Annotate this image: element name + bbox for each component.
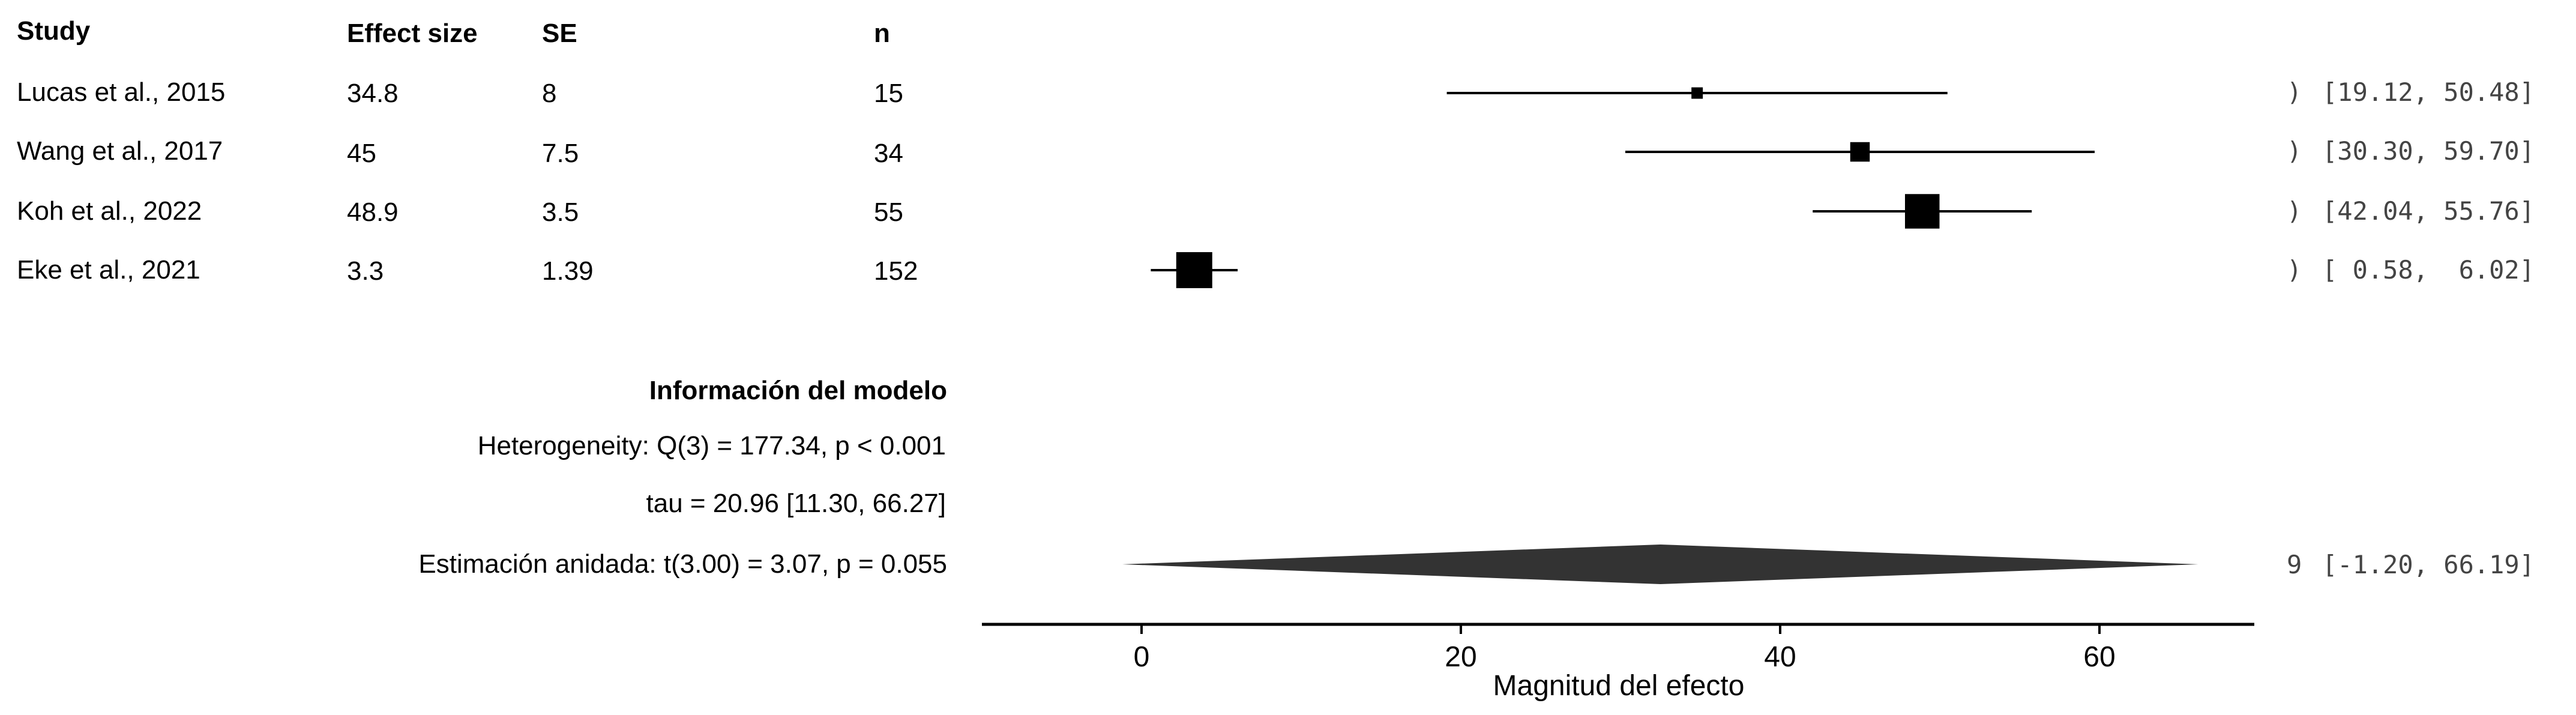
study-row-4: Eke et al., 2021 3.3 1.39 152: [17, 255, 918, 286]
plot-area: [1122, 87, 2198, 584]
pooled-estimate-label: Estimación anidada: t(3.00) = 3.07, p = …: [418, 549, 947, 579]
study-effect-size: 3.3: [347, 256, 384, 286]
study-n: 15: [874, 79, 903, 108]
study-name: Koh et al., 2022: [17, 196, 202, 226]
ci-text: [30.30, 59.70]: [2322, 136, 2535, 166]
pooled-prefix-fragment: 9: [2287, 550, 2302, 579]
study-name: Eke et al., 2021: [17, 255, 200, 285]
header-n: n: [874, 19, 890, 48]
study-row-1: Lucas et al., 2015 34.8 8 15: [17, 77, 903, 108]
study-se: 8: [542, 79, 556, 108]
header-se: SE: [542, 19, 577, 48]
x-tick-label: 20: [1445, 641, 1476, 673]
effect-marker: [1691, 87, 1703, 99]
ci-prefix-fragment: ): [2287, 255, 2302, 285]
study-row-3: Koh et al., 2022 48.9 3.5 55: [17, 196, 903, 227]
tau-text: tau = 20.96 [11.30, 66.27]: [646, 489, 946, 518]
study-se: 3.5: [542, 198, 579, 227]
x-tick-label: 40: [1764, 641, 1796, 673]
study-name: Wang et al., 2017: [17, 136, 223, 166]
ci-text: [19.12, 50.48]: [2322, 77, 2535, 107]
study-effect-size: 45: [347, 139, 376, 168]
study-effect-size: 34.8: [347, 79, 399, 108]
x-tick-label: 60: [2083, 641, 2115, 673]
x-axis-ticks: 0 20 40 60: [1134, 624, 2116, 673]
x-axis-label: Magnitud del efecto: [1493, 670, 1745, 702]
effect-marker: [1904, 194, 1940, 229]
model-info-heading: Información del modelo: [649, 376, 947, 405]
ci-text: [42.04, 55.76]: [2322, 196, 2535, 226]
ci-text: [ 0.58, 6.02]: [2322, 255, 2535, 285]
study-se: 7.5: [542, 139, 579, 168]
study-n: 152: [874, 256, 918, 286]
effect-marker: [1176, 252, 1212, 288]
heterogeneity-text: Heterogeneity: Q(3) = 177.34, p < 0.001: [478, 431, 946, 460]
ci-prefix-fragment: ): [2287, 77, 2302, 107]
pooled-diamond: [1122, 545, 2198, 584]
study-n: 55: [874, 198, 903, 227]
study-row-2: Wang et al., 2017 45 7.5 34: [17, 136, 903, 168]
header-effect-size: Effect size: [347, 19, 478, 48]
study-n: 34: [874, 139, 903, 168]
header-study: Study: [17, 16, 91, 46]
study-effect-size: 48.9: [347, 198, 399, 227]
effect-marker: [1850, 142, 1870, 162]
ci-prefix-fragment: ): [2287, 196, 2302, 226]
study-name: Lucas et al., 2015: [17, 77, 225, 107]
ci-prefix-fragment: ): [2287, 136, 2302, 166]
x-tick-label: 0: [1134, 641, 1150, 673]
pooled-ci-text: [-1.20, 66.19]: [2322, 550, 2535, 579]
study-se: 1.39: [542, 256, 594, 286]
